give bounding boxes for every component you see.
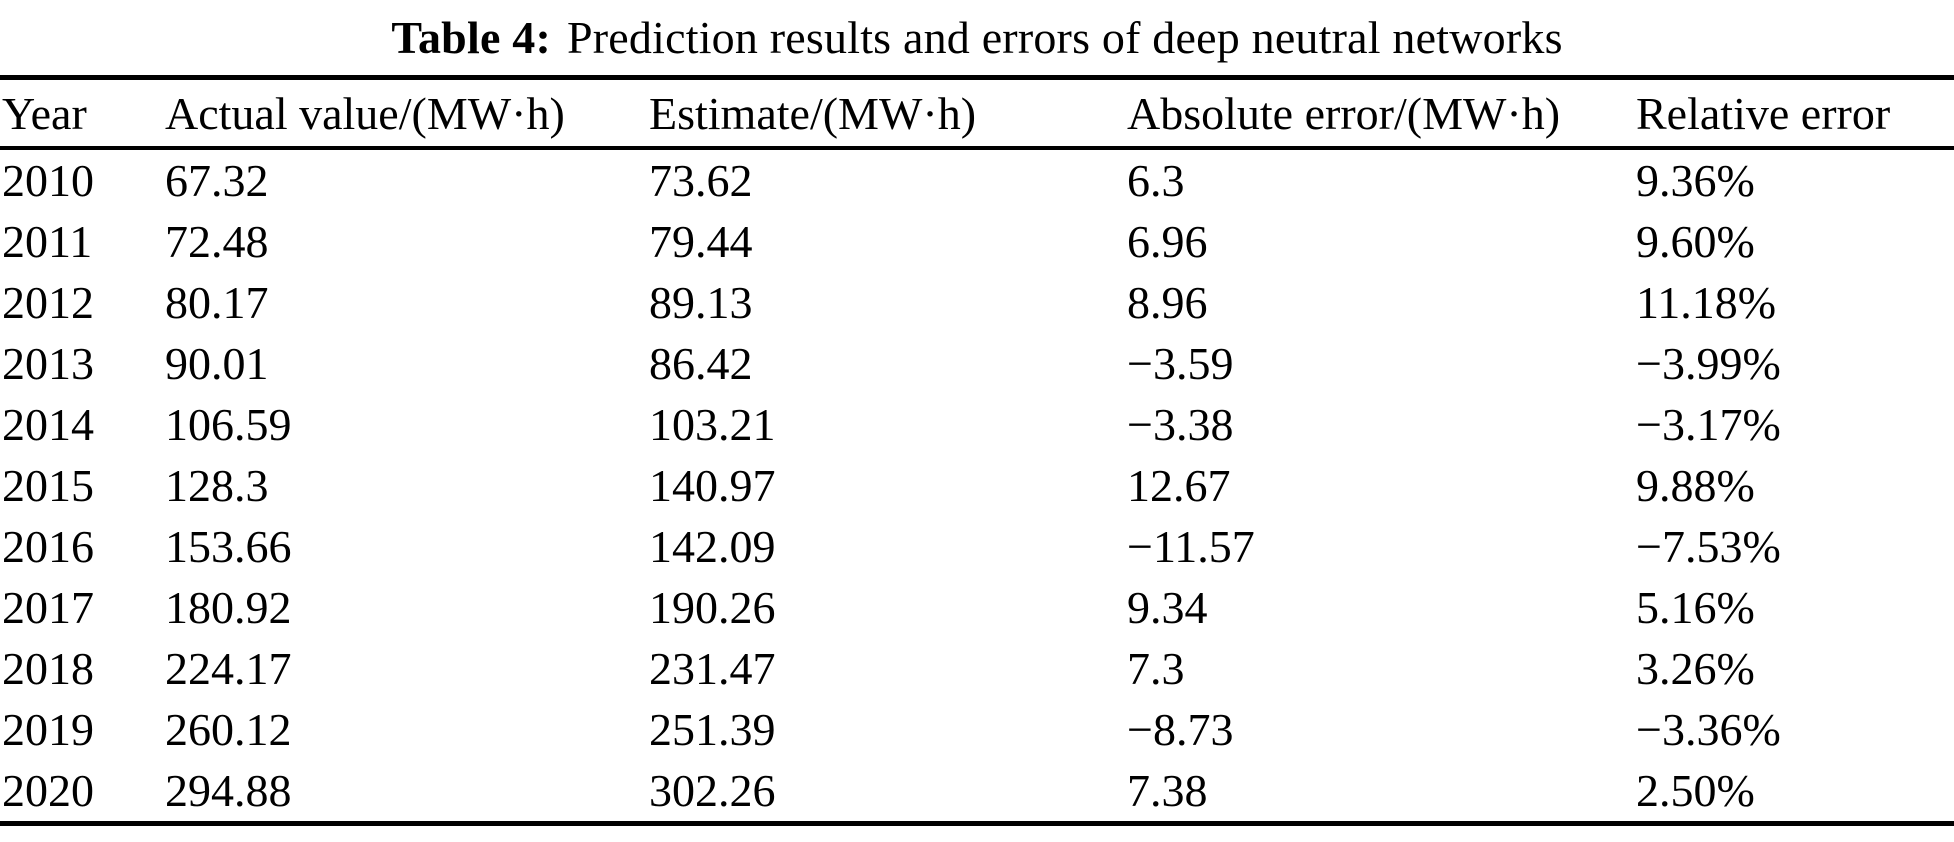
cell-actual-value: 294.88 xyxy=(165,765,292,816)
table-row: 2011 72.48 79.44 6.96 9.60% xyxy=(0,211,1954,272)
table-row: 2013 90.01 86.42 −3.59 −3.99% xyxy=(0,333,1954,394)
cell-estimate: 190.26 xyxy=(649,582,776,633)
cell-relative-error: 5.16% xyxy=(1636,582,1755,633)
cell-actual-value: 153.66 xyxy=(165,521,292,572)
column-header-estimate: Estimate/(MW·h) xyxy=(649,77,1127,150)
cell-absolute-error: 12.67 xyxy=(1127,460,1231,511)
cell-relative-error: 11.18% xyxy=(1636,277,1777,328)
cell-relative-error: 9.88% xyxy=(1636,460,1755,511)
cell-relative-error: −3.99% xyxy=(1636,338,1781,389)
cell-actual-value: 90.01 xyxy=(165,338,269,389)
cell-absolute-error: 7.38 xyxy=(1127,765,1208,816)
cell-absolute-error: −3.38 xyxy=(1127,399,1234,450)
cell-relative-error: 9.60% xyxy=(1636,216,1755,267)
cell-actual-value: 67.32 xyxy=(165,155,269,206)
cell-actual-value: 260.12 xyxy=(165,704,292,755)
table-row: 2017 180.92 190.26 9.34 5.16% xyxy=(0,577,1954,638)
cell-estimate: 73.62 xyxy=(649,155,753,206)
cell-year: 2017 xyxy=(2,582,94,633)
cell-relative-error: −3.36% xyxy=(1636,704,1781,755)
cell-year: 2014 xyxy=(2,399,94,450)
cell-year: 2016 xyxy=(2,521,94,572)
cell-absolute-error: 9.34 xyxy=(1127,582,1208,633)
cell-actual-value: 80.17 xyxy=(165,277,269,328)
table-caption-text: Prediction results and errors of deep ne… xyxy=(567,12,1563,63)
cell-actual-value: 224.17 xyxy=(165,643,292,694)
column-header-actual-value: Actual value/(MW·h) xyxy=(165,77,649,150)
cell-relative-error: 2.50% xyxy=(1636,765,1755,816)
cell-absolute-error: −3.59 xyxy=(1127,338,1234,389)
table-row: 2019 260.12 251.39 −8.73 −3.36% xyxy=(0,699,1954,760)
cell-estimate: 140.97 xyxy=(649,460,776,511)
table-row: 2014 106.59 103.21 −3.38 −3.17% xyxy=(0,394,1954,455)
cell-year: 2019 xyxy=(2,704,94,755)
cell-year: 2011 xyxy=(2,216,93,267)
table-row: 2020 294.88 302.26 7.38 2.50% xyxy=(0,760,1954,824)
column-header-absolute-error: Absolute error/(MW·h) xyxy=(1127,77,1636,150)
cell-relative-error: −3.17% xyxy=(1636,399,1781,450)
cell-year: 2012 xyxy=(2,277,94,328)
column-header-relative-error: Relative error xyxy=(1636,77,1954,150)
cell-estimate: 103.21 xyxy=(649,399,776,450)
cell-absolute-error: −11.57 xyxy=(1127,521,1255,572)
table-caption: Table 4: Prediction results and errors o… xyxy=(0,0,1954,75)
cell-actual-value: 106.59 xyxy=(165,399,292,450)
cell-estimate: 231.47 xyxy=(649,643,776,694)
table-row: 2012 80.17 89.13 8.96 11.18% xyxy=(0,272,1954,333)
prediction-results-table: Year Actual value/(MW·h) Estimate/(MW·h)… xyxy=(0,75,1954,826)
table-row: 2010 67.32 73.62 6.3 9.36% xyxy=(0,148,1954,211)
table-row: 2018 224.17 231.47 7.3 3.26% xyxy=(0,638,1954,699)
cell-actual-value: 128.3 xyxy=(165,460,269,511)
header-row: Year Actual value/(MW·h) Estimate/(MW·h)… xyxy=(0,77,1954,150)
cell-absolute-error: −8.73 xyxy=(1127,704,1234,755)
table-row: 2015 128.3 140.97 12.67 9.88% xyxy=(0,455,1954,516)
table-caption-label: Table 4: xyxy=(391,12,551,63)
cell-relative-error: 9.36% xyxy=(1636,155,1755,206)
cell-absolute-error: 6.96 xyxy=(1127,216,1208,267)
cell-year: 2013 xyxy=(2,338,94,389)
cell-actual-value: 72.48 xyxy=(165,216,269,267)
cell-estimate: 89.13 xyxy=(649,277,753,328)
cell-estimate: 86.42 xyxy=(649,338,753,389)
cell-estimate: 302.26 xyxy=(649,765,776,816)
cell-absolute-error: 8.96 xyxy=(1127,277,1208,328)
cell-estimate: 251.39 xyxy=(649,704,776,755)
cell-year: 2018 xyxy=(2,643,94,694)
cell-relative-error: −7.53% xyxy=(1636,521,1781,572)
cell-actual-value: 180.92 xyxy=(165,582,292,633)
cell-year: 2020 xyxy=(2,765,94,816)
cell-year: 2015 xyxy=(2,460,94,511)
cell-estimate: 79.44 xyxy=(649,216,753,267)
column-header-year: Year xyxy=(0,77,165,150)
table-row: 2016 153.66 142.09 −11.57 −7.53% xyxy=(0,516,1954,577)
cell-absolute-error: 7.3 xyxy=(1127,643,1185,694)
cell-absolute-error: 6.3 xyxy=(1127,155,1185,206)
cell-relative-error: 3.26% xyxy=(1636,643,1755,694)
cell-year: 2010 xyxy=(2,155,94,206)
cell-estimate: 142.09 xyxy=(649,521,776,572)
